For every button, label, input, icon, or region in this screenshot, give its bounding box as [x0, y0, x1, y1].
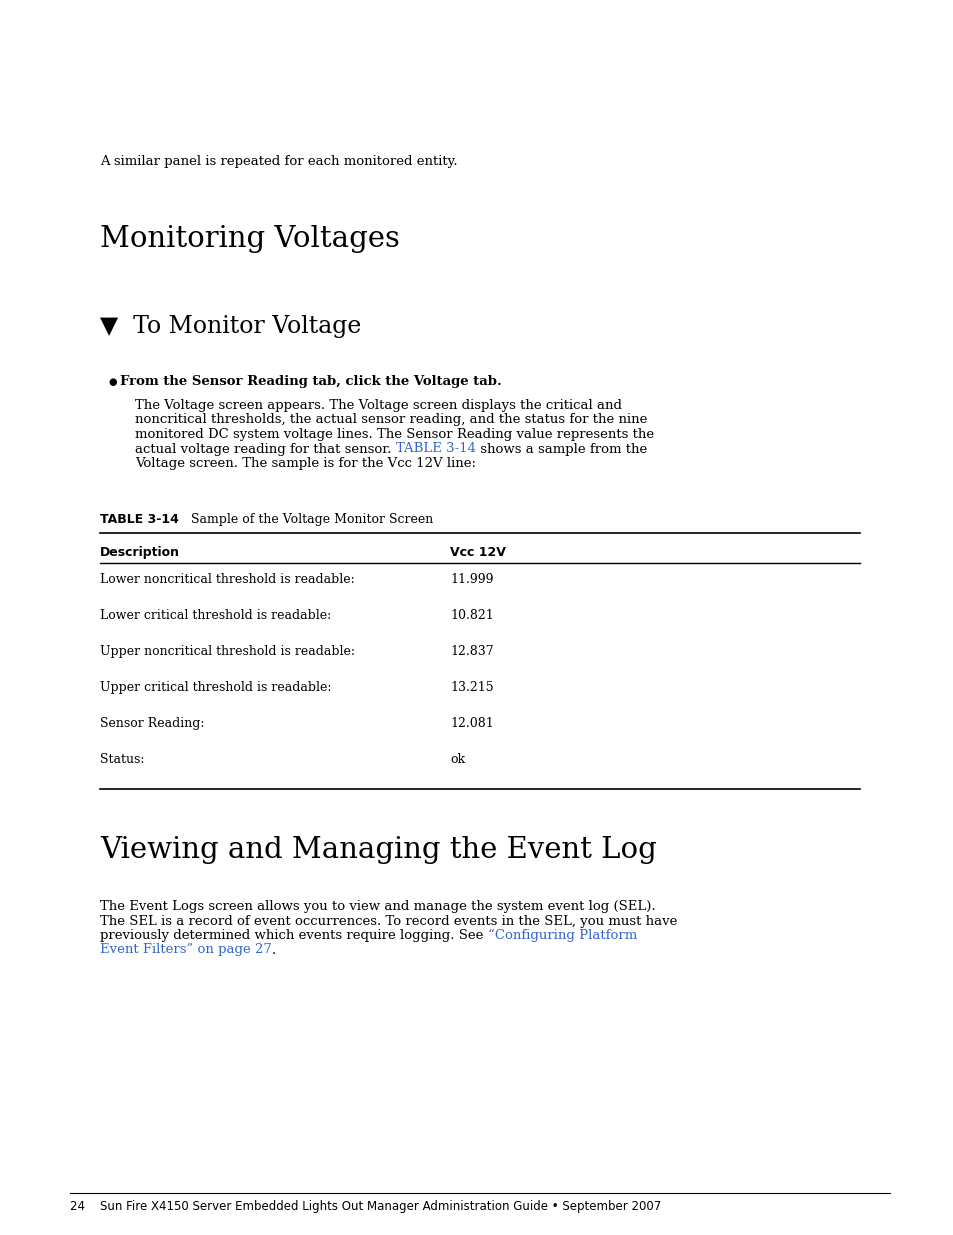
Text: Voltage screen. The sample is for the Vcc 12V line:: Voltage screen. The sample is for the Vc… [135, 457, 476, 471]
Text: Upper critical threshold is readable:: Upper critical threshold is readable: [100, 680, 331, 694]
Text: Lower critical threshold is readable:: Lower critical threshold is readable: [100, 609, 331, 622]
Text: Viewing and Managing the Event Log: Viewing and Managing the Event Log [100, 836, 656, 864]
Text: Event Filters” on page 27: Event Filters” on page 27 [100, 944, 272, 956]
Text: The SEL is a record of event occurrences. To record events in the SEL, you must : The SEL is a record of event occurrences… [100, 914, 677, 927]
Text: Description: Description [100, 546, 180, 559]
Text: TABLE 3-14: TABLE 3-14 [395, 442, 476, 456]
Text: 12.081: 12.081 [450, 718, 494, 730]
Text: .: . [272, 944, 275, 956]
Text: 13.215: 13.215 [450, 680, 493, 694]
Text: 11.999: 11.999 [450, 573, 493, 585]
Text: previously determined which events require logging. See: previously determined which events requi… [100, 929, 487, 942]
Text: “Configuring Platform: “Configuring Platform [487, 929, 637, 942]
Text: Lower noncritical threshold is readable:: Lower noncritical threshold is readable: [100, 573, 355, 585]
Text: From the Sensor Reading tab, click the Voltage tab.: From the Sensor Reading tab, click the V… [120, 375, 501, 388]
Text: TABLE 3-14: TABLE 3-14 [100, 513, 179, 526]
Text: ●: ● [108, 377, 116, 387]
Text: ▼  To Monitor Voltage: ▼ To Monitor Voltage [100, 315, 361, 338]
Text: noncritical thresholds, the actual sensor reading, and the status for the nine: noncritical thresholds, the actual senso… [135, 414, 647, 426]
Text: The Voltage screen appears. The Voltage screen displays the critical and: The Voltage screen appears. The Voltage … [135, 399, 621, 412]
Text: 24    Sun Fire X4150 Server Embedded Lights Out Manager Administration Guide • S: 24 Sun Fire X4150 Server Embedded Lights… [70, 1200, 660, 1213]
Text: Vcc 12V: Vcc 12V [450, 546, 505, 559]
Text: Sensor Reading:: Sensor Reading: [100, 718, 204, 730]
Text: A similar panel is repeated for each monitored entity.: A similar panel is repeated for each mon… [100, 156, 457, 168]
Text: 10.821: 10.821 [450, 609, 494, 622]
Text: monitored DC system voltage lines. The Sensor Reading value represents the: monitored DC system voltage lines. The S… [135, 429, 654, 441]
Text: Status:: Status: [100, 753, 144, 766]
Text: 12.837: 12.837 [450, 645, 493, 658]
Text: Upper noncritical threshold is readable:: Upper noncritical threshold is readable: [100, 645, 355, 658]
Text: Sample of the Voltage Monitor Screen: Sample of the Voltage Monitor Screen [179, 513, 433, 526]
Text: ok: ok [450, 753, 465, 766]
Text: actual voltage reading for that sensor.: actual voltage reading for that sensor. [135, 442, 395, 456]
Text: shows a sample from the: shows a sample from the [476, 442, 646, 456]
Text: Monitoring Voltages: Monitoring Voltages [100, 225, 399, 253]
Text: The Event Logs screen allows you to view and manage the system event log (SEL).: The Event Logs screen allows you to view… [100, 900, 655, 913]
